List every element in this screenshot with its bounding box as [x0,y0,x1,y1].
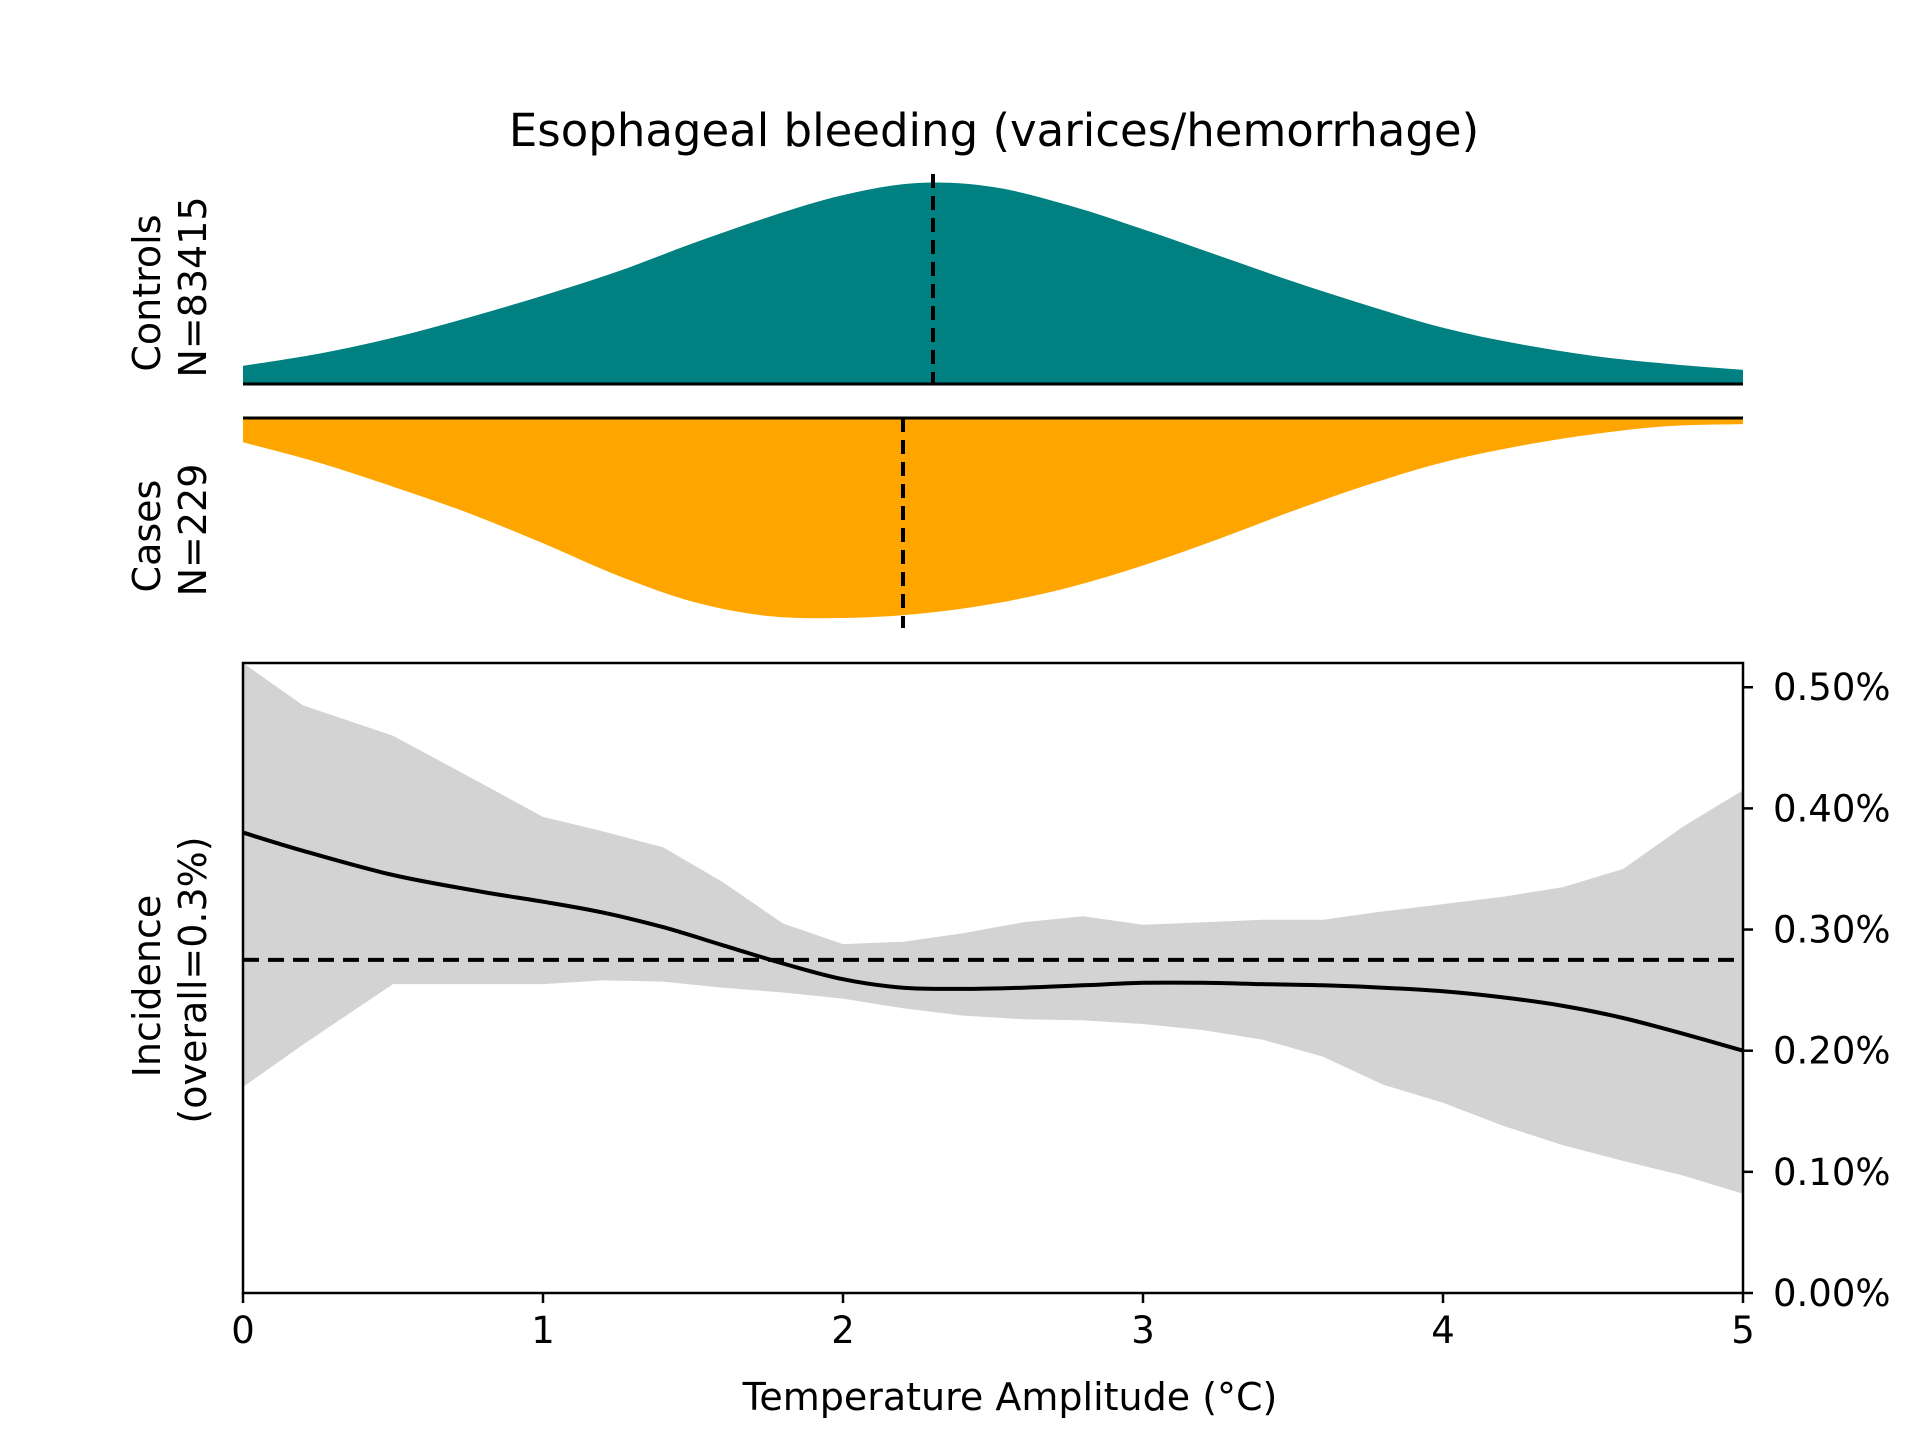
cases-label: Cases N=229 [125,464,215,597]
x-axis-label: Temperature Amplitude (°C) [742,1375,1278,1419]
x-axis-ticks: 0 1 2 3 4 5 [231,1293,1755,1352]
controls-density-area [243,182,1743,384]
incidence-estimate-line [242,830,1744,1053]
y-tick-label: 0.00% [1773,1272,1891,1315]
cases-label-count: N=229 [171,464,215,597]
x-tick-label: 2 [831,1309,855,1352]
y-tick-label: 0.50% [1773,666,1891,709]
incidence-plot: 0 1 2 3 4 5 0.00% 0.10% 0.20% 0.30% 0.40% 0.50% Te… [125,661,1891,1419]
x-tick-label: 1 [531,1309,555,1352]
y-tick-label: 0.20% [1773,1030,1891,1073]
x-tick-label: 5 [1731,1309,1755,1352]
controls-label: Controls N=83415 [125,196,215,377]
x-tick-label: 3 [1131,1309,1155,1352]
cases-distribution-panel: Cases N=229 [125,416,1743,628]
y-tick-label: 0.40% [1773,787,1891,830]
controls-label-count: N=83415 [171,196,215,377]
y-axis-ticks: 0.00% 0.10% 0.20% 0.30% 0.40% 0.50% [1743,666,1891,1315]
controls-label-name: Controls [125,214,169,371]
x-tick-label: 4 [1431,1309,1455,1352]
controls-distribution-panel: Controls N=83415 [125,174,1743,386]
confidence-band [243,663,1743,1194]
y-tick-label: 0.10% [1773,1151,1891,1194]
y-tick-label: 0.30% [1773,909,1891,952]
y-axis-label-line1: Incidence [125,895,169,1078]
chart-title: Esophageal bleeding (varices/hemorrhage) [509,104,1479,157]
plot-frame [241,661,1745,1295]
y-axis-label: Incidence (overall=0.3%) [125,836,215,1123]
x-tick-label: 0 [231,1309,255,1352]
y-axis-label-line2: (overall=0.3%) [171,836,215,1123]
cases-label-name: Cases [125,480,169,593]
cases-density-area [243,418,1743,619]
